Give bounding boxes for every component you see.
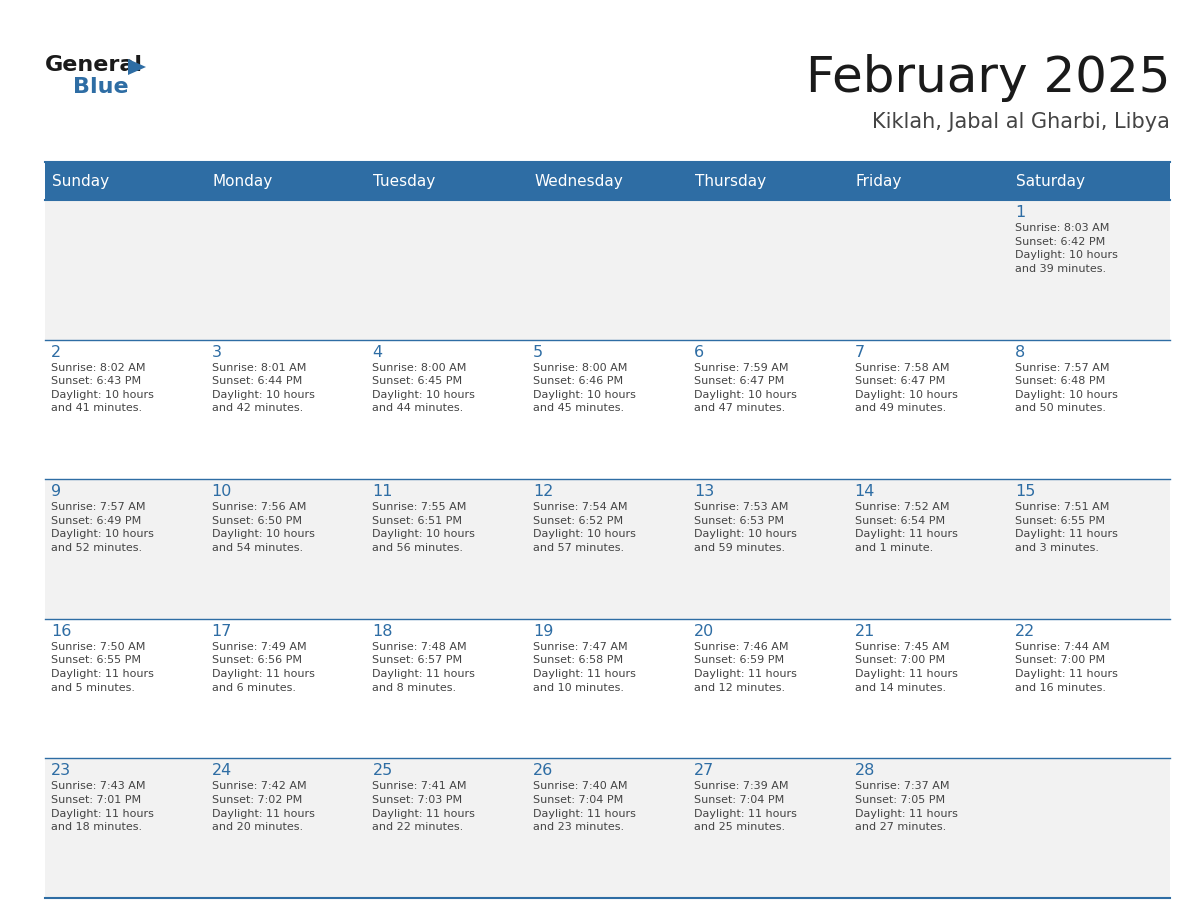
Text: 9: 9: [51, 484, 61, 499]
Text: 28: 28: [854, 764, 874, 778]
Text: Sunrise: 7:53 AM
Sunset: 6:53 PM
Daylight: 10 hours
and 59 minutes.: Sunrise: 7:53 AM Sunset: 6:53 PM Dayligh…: [694, 502, 797, 553]
Text: 27: 27: [694, 764, 714, 778]
Text: Sunrise: 7:57 AM
Sunset: 6:49 PM
Daylight: 10 hours
and 52 minutes.: Sunrise: 7:57 AM Sunset: 6:49 PM Dayligh…: [51, 502, 154, 553]
Text: Sunrise: 7:44 AM
Sunset: 7:00 PM
Daylight: 11 hours
and 16 minutes.: Sunrise: 7:44 AM Sunset: 7:00 PM Dayligh…: [1016, 642, 1118, 692]
Text: 13: 13: [694, 484, 714, 499]
Text: Sunrise: 7:58 AM
Sunset: 6:47 PM
Daylight: 10 hours
and 49 minutes.: Sunrise: 7:58 AM Sunset: 6:47 PM Dayligh…: [854, 363, 958, 413]
Text: Sunrise: 7:41 AM
Sunset: 7:03 PM
Daylight: 11 hours
and 22 minutes.: Sunrise: 7:41 AM Sunset: 7:03 PM Dayligh…: [372, 781, 475, 833]
Text: Sunrise: 7:47 AM
Sunset: 6:58 PM
Daylight: 11 hours
and 10 minutes.: Sunrise: 7:47 AM Sunset: 6:58 PM Dayligh…: [533, 642, 636, 692]
Text: Sunrise: 7:50 AM
Sunset: 6:55 PM
Daylight: 11 hours
and 5 minutes.: Sunrise: 7:50 AM Sunset: 6:55 PM Dayligh…: [51, 642, 154, 692]
Text: General: General: [45, 55, 143, 75]
Text: Sunrise: 7:46 AM
Sunset: 6:59 PM
Daylight: 11 hours
and 12 minutes.: Sunrise: 7:46 AM Sunset: 6:59 PM Dayligh…: [694, 642, 797, 692]
Text: 11: 11: [372, 484, 393, 499]
Text: 8: 8: [1016, 344, 1025, 360]
Text: 19: 19: [533, 624, 554, 639]
Text: 26: 26: [533, 764, 554, 778]
Text: Sunrise: 8:00 AM
Sunset: 6:46 PM
Daylight: 10 hours
and 45 minutes.: Sunrise: 8:00 AM Sunset: 6:46 PM Dayligh…: [533, 363, 636, 413]
Text: 21: 21: [854, 624, 874, 639]
Text: Sunrise: 7:49 AM
Sunset: 6:56 PM
Daylight: 11 hours
and 6 minutes.: Sunrise: 7:49 AM Sunset: 6:56 PM Dayligh…: [211, 642, 315, 692]
Text: Sunrise: 7:43 AM
Sunset: 7:01 PM
Daylight: 11 hours
and 18 minutes.: Sunrise: 7:43 AM Sunset: 7:01 PM Dayligh…: [51, 781, 154, 833]
Text: 4: 4: [372, 344, 383, 360]
Text: 14: 14: [854, 484, 874, 499]
Text: 23: 23: [51, 764, 71, 778]
Text: Tuesday: Tuesday: [373, 174, 436, 188]
Bar: [45, 340, 1170, 479]
Text: Sunrise: 7:56 AM
Sunset: 6:50 PM
Daylight: 10 hours
and 54 minutes.: Sunrise: 7:56 AM Sunset: 6:50 PM Dayligh…: [211, 502, 315, 553]
Text: Sunrise: 7:45 AM
Sunset: 7:00 PM
Daylight: 11 hours
and 14 minutes.: Sunrise: 7:45 AM Sunset: 7:00 PM Dayligh…: [854, 642, 958, 692]
Text: Sunrise: 7:51 AM
Sunset: 6:55 PM
Daylight: 11 hours
and 3 minutes.: Sunrise: 7:51 AM Sunset: 6:55 PM Dayligh…: [1016, 502, 1118, 553]
Text: Monday: Monday: [213, 174, 273, 188]
Bar: [45, 162, 1170, 200]
Text: 2: 2: [51, 344, 61, 360]
Bar: [45, 619, 1170, 758]
Text: Blue: Blue: [72, 77, 128, 97]
Text: 3: 3: [211, 344, 222, 360]
Text: 6: 6: [694, 344, 704, 360]
Text: Sunrise: 7:37 AM
Sunset: 7:05 PM
Daylight: 11 hours
and 27 minutes.: Sunrise: 7:37 AM Sunset: 7:05 PM Dayligh…: [854, 781, 958, 833]
Text: Saturday: Saturday: [1016, 174, 1086, 188]
Text: 1: 1: [1016, 205, 1025, 220]
Polygon shape: [128, 59, 146, 75]
Text: Sunrise: 7:40 AM
Sunset: 7:04 PM
Daylight: 11 hours
and 23 minutes.: Sunrise: 7:40 AM Sunset: 7:04 PM Dayligh…: [533, 781, 636, 833]
Text: 15: 15: [1016, 484, 1036, 499]
Text: Sunrise: 7:59 AM
Sunset: 6:47 PM
Daylight: 10 hours
and 47 minutes.: Sunrise: 7:59 AM Sunset: 6:47 PM Dayligh…: [694, 363, 797, 413]
Text: Friday: Friday: [855, 174, 902, 188]
Text: 20: 20: [694, 624, 714, 639]
Text: 18: 18: [372, 624, 393, 639]
Text: 22: 22: [1016, 624, 1036, 639]
Text: 25: 25: [372, 764, 393, 778]
Text: Sunrise: 7:54 AM
Sunset: 6:52 PM
Daylight: 10 hours
and 57 minutes.: Sunrise: 7:54 AM Sunset: 6:52 PM Dayligh…: [533, 502, 636, 553]
Text: 16: 16: [51, 624, 71, 639]
Text: Sunrise: 7:39 AM
Sunset: 7:04 PM
Daylight: 11 hours
and 25 minutes.: Sunrise: 7:39 AM Sunset: 7:04 PM Dayligh…: [694, 781, 797, 833]
Text: Sunrise: 8:02 AM
Sunset: 6:43 PM
Daylight: 10 hours
and 41 minutes.: Sunrise: 8:02 AM Sunset: 6:43 PM Dayligh…: [51, 363, 154, 413]
Text: Sunrise: 7:52 AM
Sunset: 6:54 PM
Daylight: 11 hours
and 1 minute.: Sunrise: 7:52 AM Sunset: 6:54 PM Dayligh…: [854, 502, 958, 553]
Text: 12: 12: [533, 484, 554, 499]
Text: 5: 5: [533, 344, 543, 360]
Text: Sunday: Sunday: [52, 174, 109, 188]
Text: 24: 24: [211, 764, 232, 778]
Text: 17: 17: [211, 624, 232, 639]
Text: Thursday: Thursday: [695, 174, 766, 188]
Text: 7: 7: [854, 344, 865, 360]
Text: Sunrise: 7:48 AM
Sunset: 6:57 PM
Daylight: 11 hours
and 8 minutes.: Sunrise: 7:48 AM Sunset: 6:57 PM Dayligh…: [372, 642, 475, 692]
Text: Sunrise: 8:03 AM
Sunset: 6:42 PM
Daylight: 10 hours
and 39 minutes.: Sunrise: 8:03 AM Sunset: 6:42 PM Dayligh…: [1016, 223, 1118, 274]
Text: 10: 10: [211, 484, 232, 499]
Text: Kiklah, Jabal al Gharbi, Libya: Kiklah, Jabal al Gharbi, Libya: [872, 112, 1170, 132]
Text: Sunrise: 8:00 AM
Sunset: 6:45 PM
Daylight: 10 hours
and 44 minutes.: Sunrise: 8:00 AM Sunset: 6:45 PM Dayligh…: [372, 363, 475, 413]
Bar: [45, 758, 1170, 898]
Text: Sunrise: 8:01 AM
Sunset: 6:44 PM
Daylight: 10 hours
and 42 minutes.: Sunrise: 8:01 AM Sunset: 6:44 PM Dayligh…: [211, 363, 315, 413]
Text: Wednesday: Wednesday: [535, 174, 623, 188]
Text: Sunrise: 7:42 AM
Sunset: 7:02 PM
Daylight: 11 hours
and 20 minutes.: Sunrise: 7:42 AM Sunset: 7:02 PM Dayligh…: [211, 781, 315, 833]
Bar: [45, 200, 1170, 340]
Text: Sunrise: 7:57 AM
Sunset: 6:48 PM
Daylight: 10 hours
and 50 minutes.: Sunrise: 7:57 AM Sunset: 6:48 PM Dayligh…: [1016, 363, 1118, 413]
Text: February 2025: February 2025: [805, 54, 1170, 102]
Text: Sunrise: 7:55 AM
Sunset: 6:51 PM
Daylight: 10 hours
and 56 minutes.: Sunrise: 7:55 AM Sunset: 6:51 PM Dayligh…: [372, 502, 475, 553]
Bar: [45, 479, 1170, 619]
